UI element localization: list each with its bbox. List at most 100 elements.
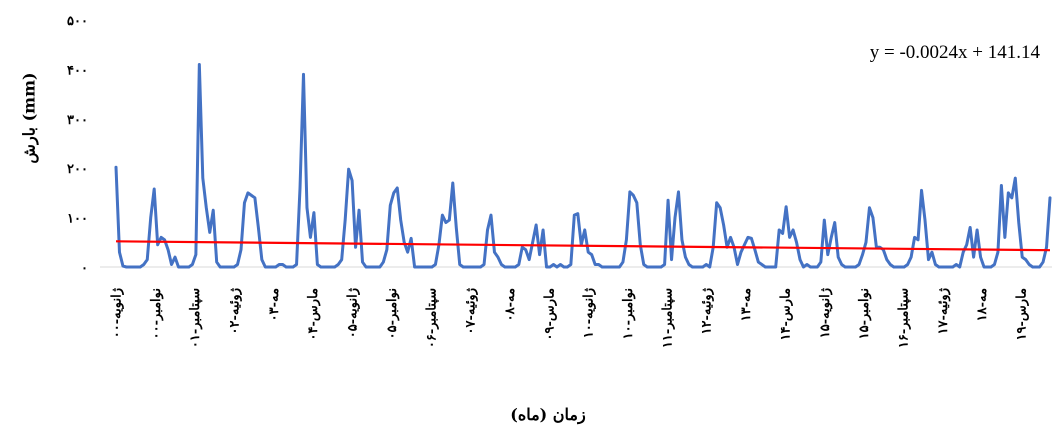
data-point: [562, 265, 566, 269]
x-tick-label: ۰۸-مه: [503, 288, 518, 321]
data-point: [423, 265, 427, 269]
data-point: [128, 265, 132, 269]
data-point: [521, 246, 524, 249]
data-point: [284, 265, 288, 269]
data-point: [531, 241, 534, 244]
x-tick-label: ۱۵-نوامبر: [857, 288, 872, 339]
data-point: [402, 241, 406, 244]
data-point: [527, 258, 531, 261]
x-tick-label: ۱۹-مارس: [1015, 288, 1030, 340]
data-point: [496, 255, 500, 259]
data-point: [218, 265, 222, 269]
data-point: [833, 221, 836, 224]
data-point: [392, 191, 395, 195]
data-point: [944, 265, 948, 269]
data-point: [295, 263, 298, 266]
data-point: [187, 265, 191, 269]
data-point: [552, 263, 555, 266]
data-point: [934, 263, 937, 266]
x-tick-label: ۱۰-نوامبر: [621, 288, 636, 339]
data-point: [913, 236, 916, 239]
x-tick-label: ۰۷-ژوئیه: [464, 288, 479, 334]
data-point: [784, 205, 788, 208]
x-tick-label: ۰۲-ژوئیه: [228, 288, 243, 334]
data-point: [896, 265, 899, 269]
data-point: [774, 265, 777, 269]
y-tick-label: ۰: [81, 261, 88, 276]
data-point: [493, 250, 496, 254]
data-point: [514, 265, 517, 269]
data-point: [146, 258, 149, 261]
data-point: [246, 191, 250, 195]
data-point: [1014, 176, 1017, 180]
data-point: [809, 265, 812, 269]
data-point: [191, 263, 194, 266]
data-point: [114, 166, 118, 169]
data-point: [923, 218, 927, 222]
data-point: [684, 255, 687, 259]
data-point: [486, 228, 489, 232]
data-point: [975, 228, 979, 232]
data-point: [816, 265, 819, 269]
data-point: [354, 246, 357, 249]
data-point: [236, 263, 239, 266]
data-point: [736, 263, 739, 266]
data-point: [371, 265, 375, 269]
data-point: [475, 265, 479, 269]
data-point: [715, 201, 718, 204]
x-tick-label: ۱۱-سپتامبر: [660, 288, 675, 348]
data-point: [184, 265, 187, 269]
data-point: [701, 265, 704, 269]
data-point: [305, 206, 309, 209]
series-points: [114, 63, 1052, 269]
data-point: [642, 263, 645, 266]
data-point: [409, 237, 413, 240]
data-point: [385, 248, 389, 251]
data-point: [587, 250, 590, 254]
x-tick-label: ۰۳-مه: [267, 288, 282, 321]
data-point: [198, 63, 201, 66]
data-point: [930, 250, 934, 254]
x-tick-label: ۰۰-نوامبر: [149, 288, 164, 339]
data-point: [989, 265, 993, 269]
data-point: [350, 179, 354, 182]
data-point: [1041, 260, 1045, 264]
x-tick-label: ۰۹-مارس: [542, 288, 557, 340]
x-tick-label: ۱۲-ژوئیه: [700, 288, 715, 334]
x-tick-label: ۱۸-مه: [975, 288, 990, 321]
data-point: [159, 236, 163, 239]
data-point: [312, 211, 316, 214]
data-point: [948, 265, 951, 269]
data-point: [705, 263, 708, 266]
x-tick-label: ۰۴-مارس: [306, 288, 321, 340]
data-point: [420, 265, 423, 269]
y-tick-label: ۲۰۰: [67, 162, 88, 177]
data-point: [840, 263, 843, 266]
precipitation-series-line: [114, 62, 1052, 269]
data-point: [868, 206, 871, 209]
data-point: [333, 265, 336, 269]
x-tick-label: ۰۵-ژانویه: [346, 288, 361, 338]
data-point: [434, 263, 437, 266]
data-point: [781, 232, 784, 235]
data-point: [694, 265, 698, 269]
y-tick-label: ۴۰۰: [67, 63, 88, 78]
data-point: [968, 226, 972, 229]
x-tick-label: ۱۴-مارس: [778, 288, 793, 340]
data-point: [847, 265, 850, 269]
data-point: [656, 265, 659, 269]
data-point: [118, 250, 121, 254]
data-point: [229, 265, 232, 269]
data-point: [951, 265, 954, 269]
data-point: [743, 243, 746, 246]
data-point: [729, 236, 732, 239]
data-point: [795, 241, 798, 244]
data-point: [593, 263, 597, 266]
data-point: [180, 265, 184, 269]
data-point: [718, 206, 722, 209]
data-point: [996, 250, 1000, 254]
data-point: [652, 265, 656, 269]
data-point: [489, 213, 493, 217]
data-point: [771, 265, 774, 269]
data-point: [625, 238, 628, 242]
